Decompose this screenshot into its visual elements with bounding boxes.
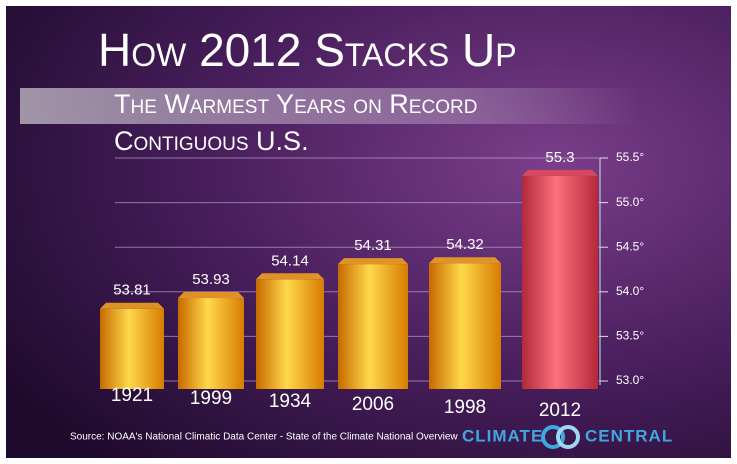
logo-left: CLIMATE [462, 426, 543, 445]
bar-top [338, 258, 408, 265]
subtitle-band [20, 88, 640, 124]
bar-top [100, 302, 164, 309]
bar [256, 273, 324, 389]
chart-subtitle: The Warmest Years on Record [114, 89, 477, 119]
bar-front [522, 175, 598, 389]
y-tick-label: 53.0° [616, 373, 644, 387]
chart-title: How 2012 Stacks Up [98, 24, 517, 76]
y-tick-label: 53.5° [616, 329, 644, 343]
y-tick-label: 55.5° [616, 150, 644, 164]
bar-top [256, 273, 324, 280]
bar-top [178, 292, 244, 299]
bar [522, 169, 598, 389]
bar-top [522, 169, 598, 176]
bar-top [429, 257, 501, 264]
value-label: 54.31 [354, 237, 392, 254]
x-tick-label: 1934 [269, 391, 312, 412]
y-tick-label: 54.0° [616, 284, 644, 298]
value-label: 55.3 [545, 149, 574, 166]
source: Source: NOAA's National Climatic Data Ce… [70, 432, 458, 443]
bar-front [178, 298, 244, 389]
bar-front [256, 279, 324, 389]
bar-front [338, 264, 408, 389]
logo-right: CENTRAL [585, 426, 673, 445]
x-tick-label: 2006 [352, 394, 394, 415]
value-label: 54.32 [446, 236, 484, 253]
x-tick-label: 1998 [444, 397, 486, 418]
value-label: 54.14 [271, 252, 309, 269]
y-tick-label: 54.5° [616, 239, 644, 253]
bar [429, 257, 501, 389]
logo-ring [541, 425, 565, 449]
bar-front [100, 308, 164, 389]
x-tick-label: 2012 [539, 400, 581, 421]
logo-ring [556, 425, 580, 449]
value-label: 53.93 [192, 271, 230, 288]
bar-front [429, 263, 501, 389]
y-tick-label: 55.0° [616, 195, 644, 209]
x-tick-label: 1921 [111, 385, 153, 406]
bar [178, 292, 244, 389]
bar [338, 258, 408, 389]
value-label: 53.81 [113, 282, 151, 299]
region-label: Contiguous U.S. [114, 126, 309, 156]
x-tick-label: 1999 [190, 388, 232, 409]
bar [100, 302, 164, 389]
